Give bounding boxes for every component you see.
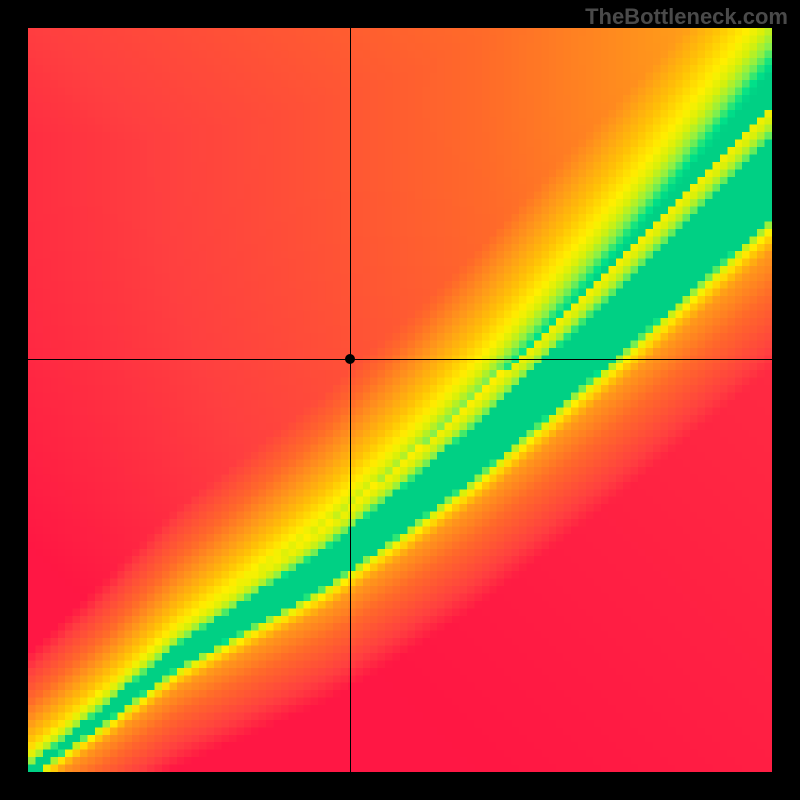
- crosshair-marker: [345, 354, 355, 364]
- watermark-text: TheBottleneck.com: [585, 4, 788, 30]
- chart-container: TheBottleneck.com: [0, 0, 800, 800]
- plot-area: [28, 28, 772, 772]
- crosshair-horizontal: [28, 359, 772, 360]
- bottleneck-heatmap: [28, 28, 772, 772]
- crosshair-vertical: [350, 28, 351, 772]
